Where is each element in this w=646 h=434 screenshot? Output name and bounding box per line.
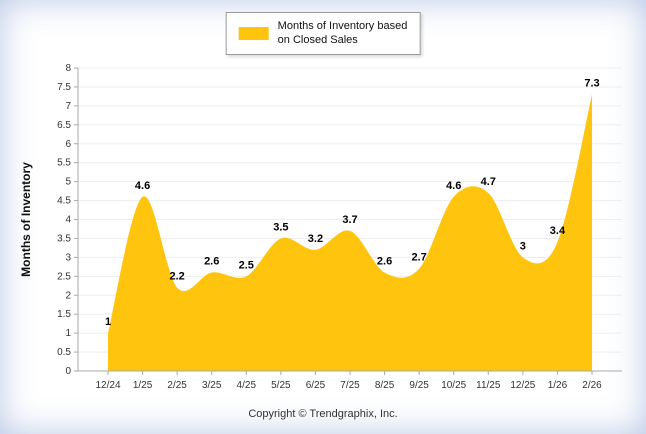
point-label: 4.6: [135, 180, 150, 192]
x-tick-label: 10/25: [441, 380, 466, 391]
y-tick-label: 0: [65, 366, 71, 377]
chart-svg: 0 0.5 1 1.5 2 2.5 3 3.5 4 4.5 5 5.5 6 6.5 7 7.5 8 12/24 1/…: [19, 63, 622, 391]
legend-label-line2: on Closed Sales: [277, 34, 358, 47]
x-tick-label: 3/25: [202, 380, 222, 391]
y-tick-label: 5: [65, 177, 71, 188]
legend: Months of Inventory based on Closed Sale…: [225, 12, 421, 55]
point-label: 4.7: [481, 176, 496, 188]
y-tick-label: 3.5: [57, 233, 71, 244]
point-label: 7.3: [584, 78, 599, 90]
x-tick-label: 2/26: [582, 380, 602, 391]
y-tick-label: 5.5: [57, 158, 71, 169]
copyright-text: Copyright © Trendgraphix, Inc.: [248, 408, 398, 420]
y-tick-label: 4: [65, 215, 71, 226]
x-tick-label: 12/24: [95, 380, 120, 391]
y-tick-label: 2: [65, 290, 71, 301]
x-tick-label: 8/25: [375, 380, 395, 391]
point-label: 2.5: [239, 259, 254, 271]
x-tick-label: 12/25: [510, 380, 535, 391]
x-tick-label: 2/25: [167, 380, 187, 391]
y-tick-label: 6: [65, 139, 71, 150]
point-label: 2.6: [204, 256, 219, 268]
point-label: 3.7: [342, 214, 357, 226]
legend-swatch: [238, 26, 269, 40]
point-label: 3: [520, 240, 526, 252]
x-tick-label: 7/25: [340, 380, 360, 391]
chart-area: 0 0.5 1 1.5 2 2.5 3 3.5 4 4.5 5 5.5 6 6.5 7 7.5 8 12/24 1/…: [0, 52, 646, 405]
point-label: 2.6: [377, 256, 392, 268]
y-axis-title: Months of Inventory: [19, 162, 33, 277]
y-tick-label: 1: [65, 328, 71, 339]
y-tick-label: 1.5: [57, 309, 71, 320]
legend-label-line1: Months of Inventory based: [277, 20, 408, 32]
point-label: 3.2: [308, 233, 323, 245]
y-tick-label: 2.5: [57, 271, 71, 282]
y-tick-label: 7: [65, 101, 71, 112]
x-tick-label: 1/25: [133, 380, 153, 391]
area-series: [108, 94, 592, 371]
x-tick-label: 11/25: [476, 380, 501, 391]
x-tick-label: 1/26: [548, 380, 568, 391]
y-tick-label: 8: [65, 63, 71, 74]
x-tick-label: 9/25: [409, 380, 429, 391]
y-tick-label: 3: [65, 252, 71, 263]
legend-label: Months of Inventory based on Closed Sale…: [278, 19, 408, 48]
point-label: 4.6: [446, 180, 461, 192]
point-label: 1: [105, 316, 111, 328]
y-tick-label: 0.5: [57, 347, 71, 358]
point-label: 2.7: [411, 252, 426, 264]
x-tick-label: 4/25: [237, 380, 257, 391]
point-label: 3.4: [550, 225, 566, 237]
y-tick-label: 6.5: [57, 120, 71, 131]
y-tick-label: 4.5: [57, 196, 71, 207]
point-label: 3.5: [273, 221, 288, 233]
point-label: 2.2: [169, 271, 184, 283]
x-tick-label: 5/25: [271, 380, 291, 391]
x-tick-label: 6/25: [306, 380, 326, 391]
y-tick-label: 7.5: [57, 82, 71, 93]
